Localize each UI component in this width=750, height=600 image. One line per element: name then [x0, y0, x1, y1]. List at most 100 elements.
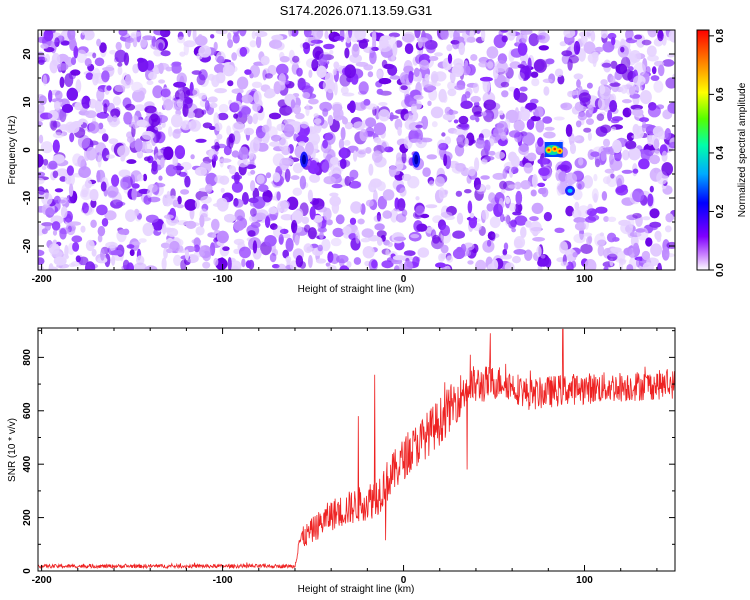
spectrogram-cell: [81, 30, 86, 36]
spectrogram-cell: [480, 30, 486, 42]
spectrogram-cell: [111, 174, 120, 187]
spectrogram-cell: [652, 125, 664, 137]
spectrogram-cell: [85, 110, 97, 119]
spectrogram-cell: [53, 256, 67, 266]
spectrogram-cell: [309, 206, 316, 220]
spectrogram-cell: [408, 70, 414, 83]
spectrogram-cell: [262, 189, 273, 203]
spectrogram-cell: [518, 144, 529, 156]
spectrogram-cell: [319, 101, 333, 112]
spectrogram-cell: [599, 232, 605, 237]
spectrogram-cell: [64, 244, 69, 258]
spectrogram-cell: [163, 99, 174, 111]
spectrogram-cell: [577, 183, 582, 190]
spectrogram-cell: [650, 243, 663, 257]
spectrogram-cell: [161, 121, 166, 128]
spectrogram-cell: [438, 187, 445, 200]
spectrogram-cell: [276, 123, 286, 132]
spectrogram-cell: [241, 258, 246, 268]
spectrogram-cell: [609, 100, 618, 113]
spectrogram-cell: [117, 62, 123, 67]
spectrogram-cell: [285, 256, 292, 263]
spectrogram-cell: [100, 181, 107, 192]
spectrogram-cell: [294, 122, 301, 134]
spectrogram-cell: [126, 262, 134, 270]
spectrogram-cell: [43, 158, 49, 166]
spectrogram-cell: [52, 170, 59, 179]
spectrogram-cell: [205, 172, 218, 187]
spectrogram-cell: [333, 61, 340, 69]
spectrogram-cell: [474, 157, 480, 172]
spectrogram-cell: [450, 40, 460, 45]
spectrogram-cell: [141, 130, 155, 140]
spectrogram-cell: [239, 47, 248, 57]
spectrogram-cell: [308, 255, 313, 268]
spectrogram-cell: [464, 189, 472, 194]
spectrogram-cell: [632, 242, 640, 255]
spectrogram-cell: [112, 115, 118, 122]
spectrogram-cell: [332, 227, 344, 238]
x-tick-label: 0: [401, 575, 407, 586]
spectrogram-cell: [486, 239, 492, 247]
spectrogram-cell: [72, 242, 80, 252]
spectrogram-cell: [596, 113, 605, 121]
spectrogram-cell: [485, 184, 491, 190]
spectrogram-cell: [308, 98, 319, 105]
spectrogram-cell: [51, 98, 64, 103]
spectrogram-cell: [38, 177, 45, 185]
spectrogram-feature-core: [567, 188, 573, 193]
spectrogram-cell: [369, 178, 382, 188]
spectrogram-cell: [597, 98, 605, 110]
spectrogram-cell: [344, 47, 350, 59]
spectrogram-xlabel: Height of straight line (km): [298, 284, 415, 295]
spectrogram-cell: [226, 125, 232, 136]
spectrogram-cell: [134, 138, 143, 152]
spectrogram-cell: [90, 219, 97, 228]
y-tick-label: 0: [22, 147, 33, 153]
spectrogram-cell: [467, 200, 473, 214]
spectrogram-cell: [632, 212, 642, 219]
spectrogram-cell: [131, 241, 141, 246]
spectrogram-cell: [466, 36, 476, 43]
spectrogram-cell: [137, 58, 149, 72]
spectrogram-cell: [340, 147, 348, 160]
spectrogram-cell: [381, 260, 394, 269]
y-tick-label: 20: [22, 48, 33, 60]
spectrogram-cell: [600, 30, 608, 39]
spectrogram-cell: [64, 73, 74, 87]
spectrogram-cell: [376, 211, 381, 222]
spectrogram-cell: [228, 165, 237, 175]
spectrogram-cell: [142, 173, 148, 182]
spectrogram-cell: [434, 176, 445, 187]
spectrogram-cell: [136, 174, 144, 182]
spectrogram-cell: [166, 248, 173, 254]
spectrogram-cell: [247, 115, 253, 125]
spectrogram-cell: [357, 218, 365, 225]
spectrogram-cell: [537, 32, 550, 44]
spectrogram-cell: [227, 32, 232, 41]
spectrogram-cell: [115, 41, 122, 51]
spectrogram-cell: [455, 163, 466, 172]
spectrogram-cell: [142, 222, 154, 237]
spectrogram-cell: [377, 237, 383, 246]
spectrogram-cell: [233, 248, 241, 255]
spectrogram-cell: [195, 138, 207, 143]
spectrogram-cell: [481, 209, 489, 220]
y-tick-label: 800: [22, 349, 33, 366]
spectrogram-cell: [294, 234, 300, 246]
spectrogram-cell: [298, 81, 311, 90]
spectrogram-cell: [131, 187, 138, 201]
spectrogram-cell: [543, 131, 556, 139]
x-tick-label: -200: [32, 575, 52, 586]
spectrogram-cell: [512, 211, 522, 216]
spectrogram-cell: [438, 142, 449, 151]
spectrogram-cell: [41, 192, 53, 206]
spectrogram-cell: [492, 172, 506, 180]
spectrogram-cell: [71, 235, 83, 243]
spectrogram-cell: [478, 61, 489, 68]
spectrogram-cell: [52, 139, 60, 153]
spectrogram-cell: [270, 134, 282, 142]
spectrogram-cell: [486, 46, 499, 59]
spectrogram-cell: [622, 99, 632, 104]
spectrogram-cell: [382, 189, 395, 201]
